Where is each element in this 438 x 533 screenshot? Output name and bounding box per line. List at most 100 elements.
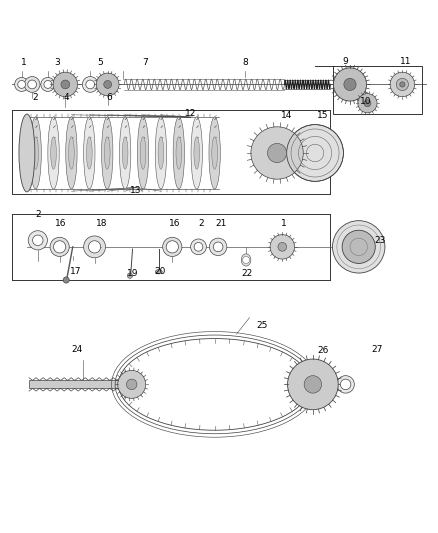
Ellipse shape — [88, 241, 101, 253]
Text: 1: 1 — [21, 58, 26, 67]
Circle shape — [63, 277, 69, 283]
Text: 16: 16 — [169, 219, 180, 228]
Text: 2: 2 — [199, 219, 205, 228]
Ellipse shape — [84, 236, 106, 258]
Text: 10: 10 — [360, 97, 371, 106]
Ellipse shape — [82, 77, 98, 92]
Text: 6: 6 — [106, 93, 112, 102]
Ellipse shape — [138, 117, 149, 189]
Text: 26: 26 — [317, 346, 328, 356]
Text: 7: 7 — [142, 58, 148, 67]
Ellipse shape — [33, 137, 39, 169]
Circle shape — [96, 73, 119, 96]
Ellipse shape — [155, 270, 162, 274]
Text: 25: 25 — [256, 321, 268, 330]
Circle shape — [288, 359, 338, 410]
Circle shape — [278, 243, 287, 251]
Text: 8: 8 — [242, 58, 248, 67]
Ellipse shape — [213, 242, 223, 252]
Text: 27: 27 — [371, 345, 383, 354]
Ellipse shape — [32, 235, 43, 246]
Ellipse shape — [155, 117, 166, 189]
Circle shape — [53, 72, 78, 96]
Ellipse shape — [18, 80, 25, 88]
Ellipse shape — [340, 379, 351, 390]
Text: 1: 1 — [281, 219, 286, 228]
Ellipse shape — [191, 239, 206, 255]
Circle shape — [287, 125, 343, 181]
Circle shape — [243, 256, 250, 263]
Ellipse shape — [28, 231, 47, 250]
Ellipse shape — [14, 77, 28, 92]
Ellipse shape — [41, 77, 55, 92]
Text: 14: 14 — [281, 111, 292, 120]
Circle shape — [364, 100, 371, 107]
Ellipse shape — [140, 137, 146, 169]
Circle shape — [304, 376, 321, 393]
Ellipse shape — [194, 243, 203, 251]
Ellipse shape — [176, 137, 182, 169]
Text: 20: 20 — [154, 267, 166, 276]
Circle shape — [127, 273, 133, 278]
Ellipse shape — [209, 117, 220, 189]
Circle shape — [390, 72, 415, 96]
Text: 4: 4 — [64, 93, 69, 102]
Circle shape — [396, 78, 409, 91]
Circle shape — [344, 78, 356, 91]
Text: 19: 19 — [127, 269, 138, 278]
Circle shape — [358, 94, 377, 113]
Text: 2: 2 — [35, 211, 41, 220]
Circle shape — [332, 221, 385, 273]
Ellipse shape — [212, 137, 218, 169]
Text: 21: 21 — [215, 219, 227, 228]
Text: 2: 2 — [33, 93, 39, 102]
Ellipse shape — [19, 114, 35, 192]
Circle shape — [127, 379, 137, 390]
Ellipse shape — [191, 117, 202, 189]
Ellipse shape — [48, 117, 59, 189]
Ellipse shape — [209, 238, 227, 256]
Text: 23: 23 — [375, 236, 386, 245]
Ellipse shape — [86, 137, 92, 169]
Ellipse shape — [173, 117, 184, 189]
Ellipse shape — [28, 80, 36, 89]
Text: 18: 18 — [96, 219, 108, 228]
Circle shape — [342, 230, 375, 263]
Ellipse shape — [44, 80, 52, 88]
Text: 9: 9 — [343, 57, 349, 66]
Text: 15: 15 — [317, 111, 328, 120]
Ellipse shape — [50, 237, 69, 256]
Ellipse shape — [102, 117, 113, 189]
Text: 3: 3 — [55, 58, 60, 67]
Text: 13: 13 — [130, 185, 142, 195]
Text: 12: 12 — [185, 109, 196, 118]
Text: 16: 16 — [55, 219, 67, 228]
Ellipse shape — [337, 376, 354, 393]
Circle shape — [333, 68, 367, 101]
Ellipse shape — [162, 237, 182, 256]
Ellipse shape — [194, 137, 200, 169]
Ellipse shape — [30, 117, 41, 189]
Circle shape — [270, 235, 294, 259]
Circle shape — [61, 80, 70, 89]
Circle shape — [104, 80, 112, 88]
Ellipse shape — [51, 137, 57, 169]
Ellipse shape — [120, 117, 131, 189]
Text: 17: 17 — [70, 267, 81, 276]
Ellipse shape — [86, 80, 95, 89]
Ellipse shape — [69, 137, 74, 169]
Ellipse shape — [53, 241, 66, 253]
Ellipse shape — [84, 117, 95, 189]
Text: 22: 22 — [241, 269, 252, 278]
Ellipse shape — [166, 241, 178, 253]
Text: 11: 11 — [400, 57, 412, 66]
Ellipse shape — [24, 77, 40, 92]
Circle shape — [118, 370, 146, 398]
Ellipse shape — [104, 137, 110, 169]
Circle shape — [251, 127, 303, 179]
Text: 5: 5 — [97, 58, 103, 67]
Text: 24: 24 — [71, 345, 83, 354]
Circle shape — [400, 82, 405, 87]
Bar — [29, 381, 127, 389]
Ellipse shape — [122, 137, 128, 169]
